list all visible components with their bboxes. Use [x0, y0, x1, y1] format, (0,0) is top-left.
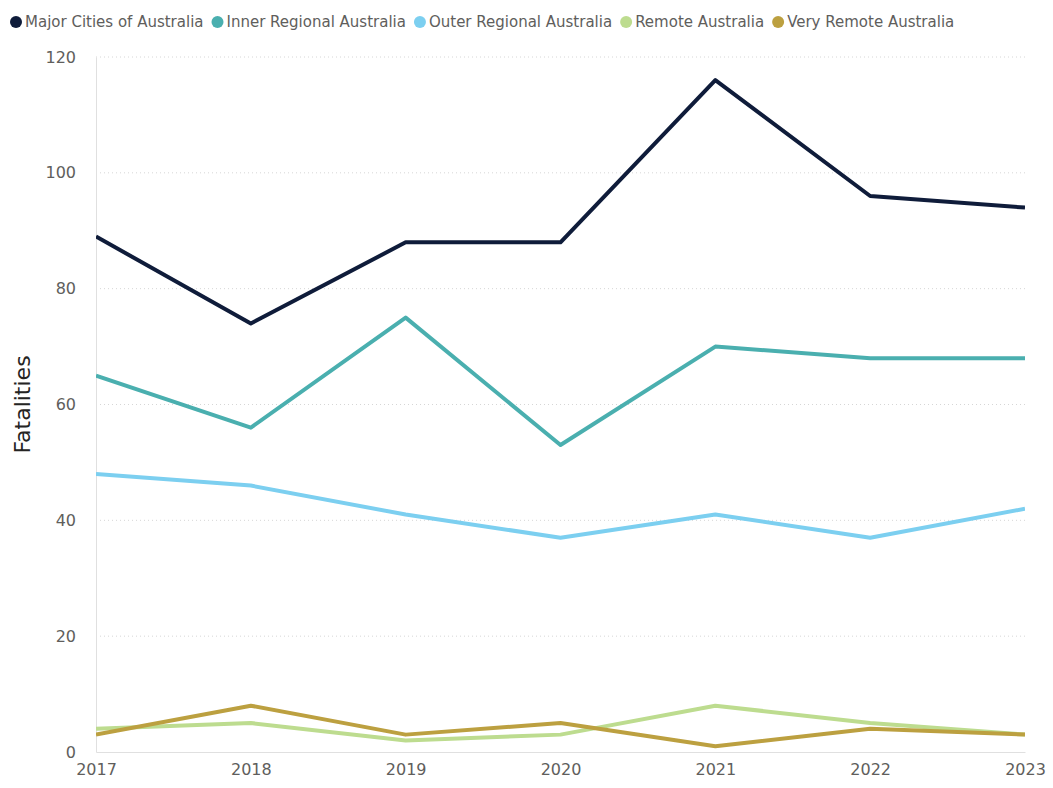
- legend-item: Very Remote Australia: [772, 13, 954, 31]
- tick: 120: [45, 48, 96, 67]
- tick: 2017: [76, 752, 117, 779]
- tick-label: 2023: [1005, 760, 1046, 779]
- grid-line: [96, 288, 1025, 289]
- legend-item: Outer Regional Australia: [414, 13, 612, 31]
- legend-marker: [10, 16, 22, 28]
- legend-marker: [772, 16, 784, 28]
- tick: 0: [66, 743, 96, 762]
- series-line: [96, 474, 1025, 538]
- tick-label: 2020: [541, 760, 582, 779]
- legend-item: Remote Australia: [620, 13, 764, 31]
- tick: 60: [56, 395, 96, 414]
- tick: 80: [56, 279, 96, 298]
- grid-line: [96, 404, 1025, 405]
- y-axis: 0 20 40 60 80 100 120: [45, 48, 96, 762]
- y-axis-title: Fatalities: [10, 355, 35, 453]
- series-line: [96, 706, 1025, 747]
- grid-line: [96, 172, 1025, 173]
- plot: 0204060801001202017201820192020202120222…: [45, 48, 1045, 780]
- legend: Major Cities of Australia Inner Regional …: [10, 13, 954, 31]
- tick: 40: [56, 511, 96, 530]
- legend-item: Inner Regional Australia: [212, 13, 406, 31]
- legend-label: Remote Australia: [635, 13, 764, 31]
- tick: 2023: [1005, 752, 1046, 779]
- tick: 2020: [541, 752, 582, 779]
- x-axis: 2017 2018 2019 2020 2021 2022 2023: [76, 752, 1046, 779]
- tick-label: 60: [56, 395, 76, 414]
- tick: 20: [56, 627, 96, 646]
- chart: 0204060801001202017201820192020202120222…: [0, 0, 1053, 788]
- tick-label: 100: [45, 163, 76, 182]
- legend-marker: [620, 16, 632, 28]
- tick-label: 2018: [231, 760, 272, 779]
- tick: 2018: [231, 752, 272, 779]
- tick-label: 0: [66, 743, 76, 762]
- tick: 2019: [386, 752, 427, 779]
- lines: [96, 80, 1025, 746]
- legend-marker: [212, 16, 224, 28]
- grid: [96, 57, 1025, 636]
- legend-item: Major Cities of Australia: [10, 13, 204, 31]
- tick-label: 120: [45, 48, 76, 67]
- tick-label: 40: [56, 511, 76, 530]
- grid-line: [96, 636, 1025, 637]
- tick-label: 20: [56, 627, 76, 646]
- tick-label: 2021: [695, 760, 736, 779]
- legend-label: Outer Regional Australia: [429, 13, 612, 31]
- legend-marker: [414, 16, 426, 28]
- tick: 2022: [850, 752, 891, 779]
- axis-line: [96, 58, 97, 753]
- tick: 100: [45, 163, 96, 182]
- tick-label: 2019: [386, 760, 427, 779]
- grid-line: [96, 520, 1025, 521]
- series-line: [96, 318, 1025, 445]
- tick-label: 2022: [850, 760, 891, 779]
- tick: 2021: [695, 752, 736, 779]
- series-line: [96, 80, 1025, 323]
- tick-label: 80: [56, 279, 76, 298]
- axis-line: [97, 752, 1026, 753]
- grid-line: [96, 57, 1025, 58]
- legend-label: Very Remote Australia: [787, 13, 954, 31]
- legend-label: Major Cities of Australia: [25, 13, 204, 31]
- legend-label: Inner Regional Australia: [227, 13, 406, 31]
- tick-label: 2017: [76, 760, 117, 779]
